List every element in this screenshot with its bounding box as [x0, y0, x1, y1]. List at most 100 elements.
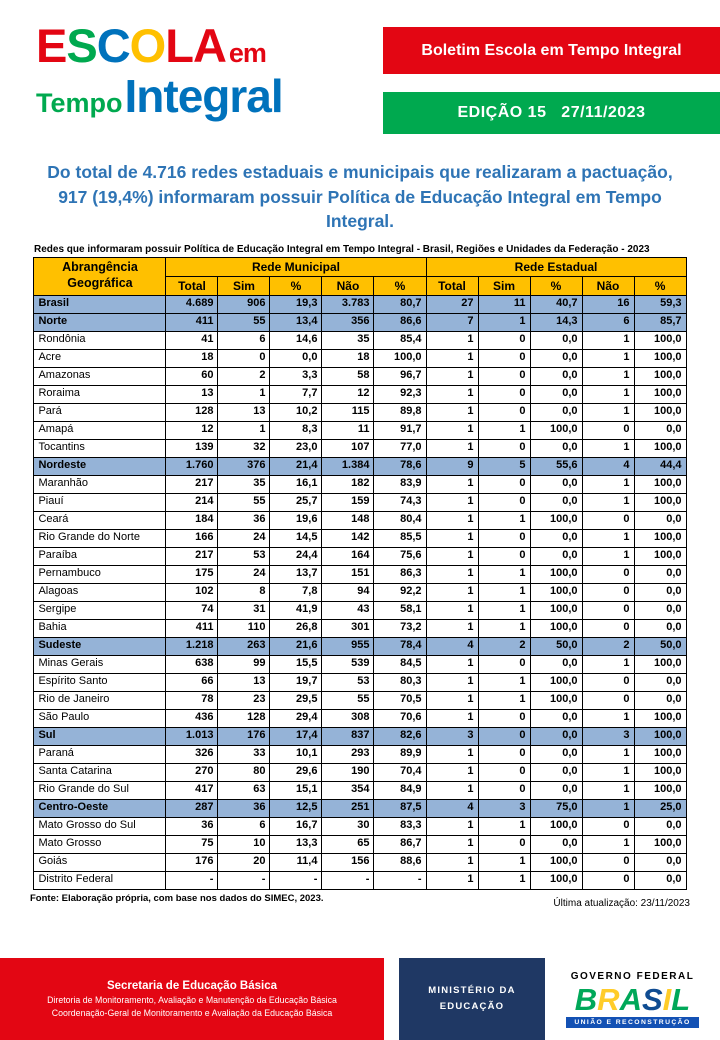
cell-value: 3 [581, 726, 635, 746]
table-row-espírito-santo: Espírito Santo 66 13 19,7 53 80,3 1 1 100,0 0 0,0 [33, 672, 687, 692]
cell-value: 12 [321, 384, 375, 404]
table-row-minas-gerais: Minas Gerais 638 99 15,5 539 84,5 1 0 0,0 1 100,0 [33, 654, 687, 674]
cell-value: 80,7 [373, 294, 427, 314]
cell-value: 182 [321, 474, 375, 494]
cell-value: 86,3 [373, 564, 427, 584]
table-row-centro-oeste: Centro-Oeste 287 36 12,5 251 87,5 4 3 75,0 1 25,0 [33, 798, 687, 818]
cell-value: 263 [217, 636, 271, 656]
logo-letter: C [96, 19, 131, 72]
cell-value: 60 [165, 366, 219, 386]
cell-value: 100,0 [529, 564, 583, 584]
cell-value: 1 [581, 654, 635, 674]
cell-value: 82,6 [373, 726, 427, 746]
cell-value: 0,0 [529, 438, 583, 458]
table-row-paraíba: Paraíba 217 53 24,4 164 75,6 1 0 0,0 1 100,0 [33, 546, 687, 566]
table-row-brasil: Brasil 4.689 906 19,3 3.783 80,7 27 11 40,7 16 59,… [33, 294, 687, 314]
row-label: Rondônia [33, 330, 167, 350]
cell-value: 0 [477, 528, 531, 548]
cell-value: 142 [321, 528, 375, 548]
cell-value: 1 [425, 366, 479, 386]
cell-value: 0,0 [633, 564, 687, 584]
cell-value: 1 [217, 384, 271, 404]
cell-value: 0 [581, 510, 635, 530]
cell-value: 9 [425, 456, 479, 476]
cell-value: 83,9 [373, 474, 427, 494]
cell-value: 12 [165, 420, 219, 440]
cell-value: 100,0 [633, 330, 687, 350]
cell-value: 1 [581, 348, 635, 368]
logo-integral-word: Integral [124, 70, 284, 122]
cell-value: 217 [165, 546, 219, 566]
cell-value: 16,7 [269, 816, 323, 836]
cell-value: 0 [477, 834, 531, 854]
logo-line-2: TempoIntegral [36, 70, 284, 122]
table-row-ceará: Ceará 184 36 19,6 148 80,4 1 1 100,0 0 0,0 [33, 510, 687, 530]
cell-value: 107 [321, 438, 375, 458]
cell-value: 0,0 [633, 510, 687, 530]
cell-value: 1 [581, 384, 635, 404]
cell-value: 0 [581, 852, 635, 872]
cell-value: 0 [217, 348, 271, 368]
logo-em-word: em [228, 38, 267, 68]
source-row: Fonte: Elaboração própria, com base nos … [30, 893, 690, 909]
cell-value: 11 [477, 294, 531, 314]
cell-value: 148 [321, 510, 375, 530]
cell-value: 87,5 [373, 798, 427, 818]
cell-value: 0 [477, 744, 531, 764]
cell-value: 14,6 [269, 330, 323, 350]
cell-value: 1 [425, 474, 479, 494]
cell-value: 78,4 [373, 636, 427, 656]
cell-value: 100,0 [633, 366, 687, 386]
cell-value: 1 [425, 510, 479, 530]
cell-value: 13,7 [269, 564, 323, 584]
cell-value: 6 [217, 816, 271, 836]
table-row-sudeste: Sudeste 1.218 263 21,6 955 78,4 4 2 50,0 2 50,0 [33, 636, 687, 656]
cell-value: 0,0 [529, 726, 583, 746]
cell-value: 0 [477, 780, 531, 800]
cell-value: 190 [321, 762, 375, 782]
cell-value: 27 [425, 294, 479, 314]
subheader-pct-nao-municipal: % [373, 275, 427, 296]
cell-value: 417 [165, 780, 219, 800]
cell-value: 0,0 [529, 474, 583, 494]
secretaria-block: Secretaria de Educação Básica Diretoria … [0, 958, 384, 1040]
cell-value: 0 [477, 654, 531, 674]
cell-value: 96,7 [373, 366, 427, 386]
cell-value: 0 [581, 816, 635, 836]
cell-value: 14,3 [529, 312, 583, 332]
cell-value: 1 [425, 744, 479, 764]
subheader-total-estadual: Total [425, 275, 479, 296]
cell-value: 80,3 [373, 672, 427, 692]
cell-value: 12,5 [269, 798, 323, 818]
cell-value: 0 [477, 762, 531, 782]
cell-value: 2 [217, 366, 271, 386]
cell-value: 100,0 [633, 726, 687, 746]
row-label: Amazonas [33, 366, 167, 386]
cell-value: 4 [425, 636, 479, 656]
cell-value: 1 [425, 780, 479, 800]
cell-value: 0 [477, 438, 531, 458]
cell-value: 36 [165, 816, 219, 836]
subheader-pct-sim-estadual: % [529, 275, 583, 296]
subheader-row: Total Sim % Não % Total Sim % Não % [34, 275, 687, 296]
cell-value: 1 [425, 384, 479, 404]
row-label: São Paulo [33, 708, 167, 728]
cell-value: 50,0 [633, 636, 687, 656]
row-label: Rio de Janeiro [33, 690, 167, 710]
cell-value: 0 [477, 366, 531, 386]
col-header-geography: Abrangência Geográfica [33, 256, 167, 296]
table-row-pará: Pará 128 13 10,2 115 89,8 1 0 0,0 1 100,0 [33, 402, 687, 422]
cell-value: 100,0 [633, 834, 687, 854]
brasil-logo: BRASIL [575, 984, 690, 1015]
governo-federal-label: GOVERNO FEDERAL [570, 970, 695, 982]
cell-value: 100,0 [529, 420, 583, 440]
cell-value: 0 [581, 870, 635, 890]
row-label: Centro-Oeste [33, 798, 167, 818]
cell-value: 1 [477, 870, 531, 890]
cell-value: 1 [425, 708, 479, 728]
cell-value: 1 [425, 528, 479, 548]
cell-value: 29,6 [269, 762, 323, 782]
cell-value: 18 [321, 348, 375, 368]
cell-value: 75 [165, 834, 219, 854]
cell-value: 0,0 [529, 384, 583, 404]
